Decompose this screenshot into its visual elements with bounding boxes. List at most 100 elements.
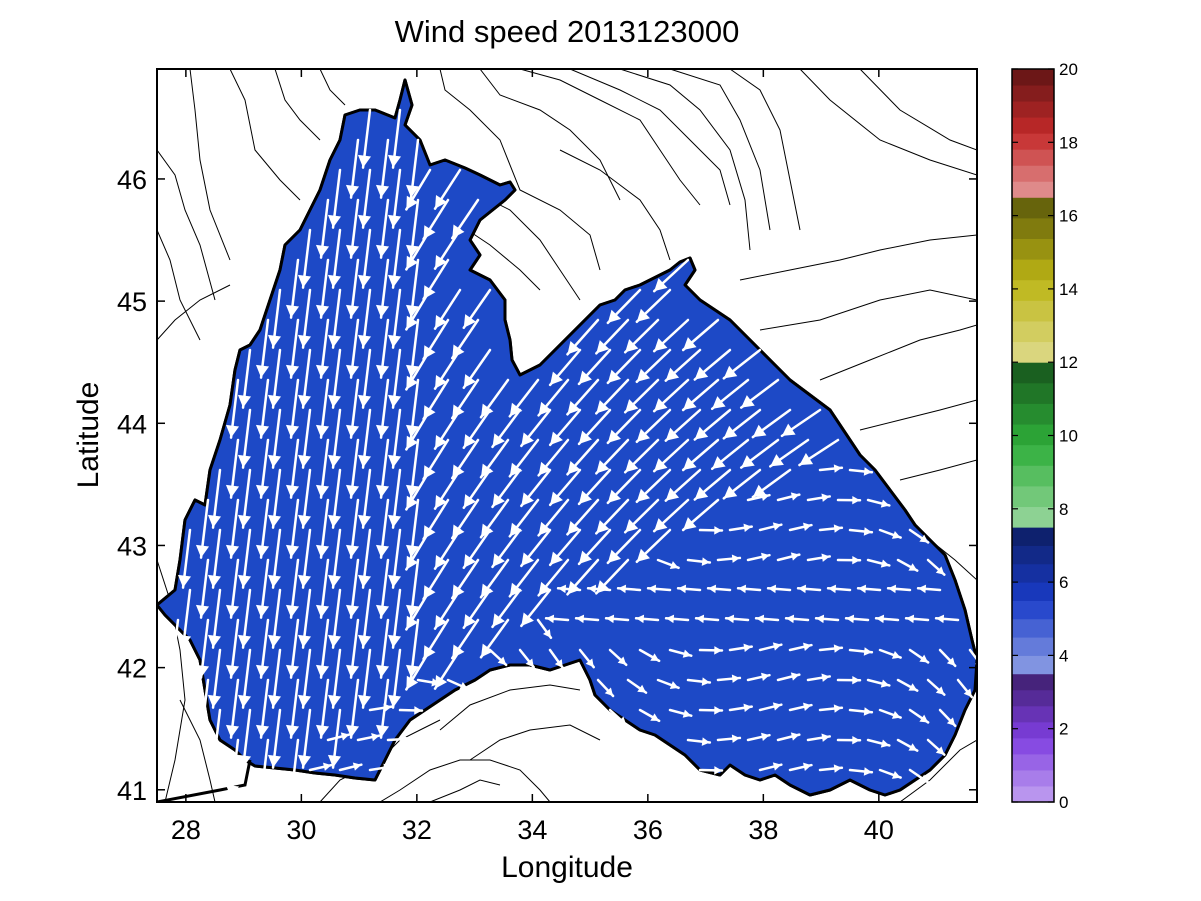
wind-arrow bbox=[710, 438, 750, 471]
wind-arrow bbox=[491, 468, 522, 509]
wind-arrow bbox=[716, 734, 742, 743]
y-axis-label: Latitude bbox=[72, 382, 105, 489]
wind-arrow bbox=[606, 528, 642, 565]
wind-arrow bbox=[938, 708, 957, 728]
colorbar-band bbox=[1012, 444, 1054, 466]
wind-arrow bbox=[746, 732, 771, 742]
wind-arrow bbox=[357, 228, 372, 289]
colorbar-band bbox=[1012, 737, 1054, 755]
wind-arrow bbox=[285, 438, 300, 499]
wind-arrow bbox=[508, 378, 540, 418]
wind-arrow bbox=[207, 528, 222, 589]
wind-arrow bbox=[746, 552, 771, 562]
wind-arrow bbox=[635, 348, 672, 384]
wind-arrow bbox=[938, 648, 957, 668]
wind-arrow bbox=[387, 108, 402, 169]
x-tick-label: 40 bbox=[864, 815, 894, 845]
wind-arrow bbox=[623, 318, 660, 354]
wind-arrow bbox=[652, 258, 690, 293]
wind-arrow bbox=[638, 708, 661, 723]
wind-arrow bbox=[207, 648, 222, 709]
wind-arrow bbox=[375, 558, 390, 619]
wind-arrow bbox=[664, 614, 690, 624]
wind-arrow bbox=[462, 288, 492, 330]
wind-arrow bbox=[788, 702, 813, 712]
wind-arrow bbox=[255, 498, 270, 559]
wind-arrow bbox=[716, 674, 742, 683]
wind-arrow bbox=[635, 408, 672, 444]
wind-arrow bbox=[818, 704, 844, 713]
wind-arrow bbox=[267, 348, 282, 409]
wind-arrow bbox=[357, 348, 372, 409]
colorbar-band bbox=[1012, 563, 1054, 583]
wind-arrow bbox=[207, 588, 222, 649]
wind-arrow bbox=[433, 468, 462, 510]
wind-arrow bbox=[375, 438, 390, 499]
wind-arrow bbox=[926, 678, 946, 696]
wind-arrow bbox=[722, 348, 762, 380]
wind-arrow bbox=[237, 528, 252, 589]
wind-arrow bbox=[327, 408, 342, 469]
colorbar-band bbox=[1012, 403, 1054, 425]
wind-arrow bbox=[237, 468, 252, 529]
wind-arrow bbox=[668, 648, 693, 658]
colorbar-tick-label: 12 bbox=[1059, 353, 1078, 372]
wind-arrow bbox=[623, 438, 660, 474]
wind-arrow bbox=[285, 318, 300, 379]
wind-arrow bbox=[844, 614, 870, 624]
wind-arrow bbox=[479, 498, 510, 539]
wind-arrow bbox=[595, 438, 630, 475]
contour-line bbox=[274, 69, 321, 141]
wind-arrow bbox=[327, 228, 342, 289]
x-tick-label: 30 bbox=[286, 815, 316, 845]
y-tick-label: 46 bbox=[117, 165, 147, 195]
wind-arrow bbox=[788, 522, 813, 532]
wind-arrow bbox=[606, 348, 642, 385]
wind-arrow bbox=[623, 378, 660, 414]
wind-arrow bbox=[285, 498, 300, 559]
wind-arrow bbox=[586, 584, 612, 594]
colorbar-tick-label: 2 bbox=[1059, 720, 1068, 739]
contour-line bbox=[229, 69, 301, 201]
colorbar-tick-label: 18 bbox=[1059, 133, 1078, 152]
wind-arrow bbox=[357, 108, 372, 169]
wind-arrow bbox=[405, 588, 432, 631]
wind-arrow bbox=[577, 408, 612, 446]
wind-arrow bbox=[195, 498, 210, 559]
wind-arrow bbox=[255, 318, 270, 379]
wind-arrow bbox=[746, 492, 771, 502]
contour-line bbox=[157, 149, 216, 301]
wind-arrow bbox=[345, 378, 360, 439]
wind-arrow bbox=[267, 528, 282, 589]
wind-arrow bbox=[566, 438, 600, 476]
wind-arrow bbox=[866, 678, 891, 688]
wind-arrow bbox=[818, 644, 844, 653]
wind-arrow bbox=[405, 528, 432, 571]
wind-arrow bbox=[566, 318, 600, 356]
wind-arrow bbox=[934, 614, 960, 624]
wind-arrow bbox=[207, 468, 222, 529]
wind-arrow bbox=[285, 258, 300, 319]
wind-arrow bbox=[375, 138, 390, 199]
wind-arrow bbox=[297, 588, 312, 649]
wind-arrow bbox=[357, 648, 372, 709]
wind-arrow bbox=[806, 673, 831, 682]
wind-arrow bbox=[776, 492, 801, 502]
wind-arrow bbox=[758, 642, 783, 652]
wind-arrow bbox=[956, 678, 974, 699]
wind-arrow bbox=[488, 648, 508, 667]
wind-arrow bbox=[387, 168, 402, 229]
colorbar-tick-label: 0 bbox=[1059, 793, 1068, 812]
wind-arrow bbox=[327, 168, 342, 229]
wind-arrow bbox=[225, 738, 240, 799]
wind-arrow bbox=[758, 702, 783, 712]
wind-arrow bbox=[387, 348, 402, 409]
wind-arrow bbox=[520, 408, 552, 448]
wind-arrow bbox=[368, 763, 393, 772]
wind-arrow bbox=[806, 493, 831, 502]
wind-arrow bbox=[681, 498, 720, 532]
wind-arrow bbox=[536, 618, 553, 640]
contour-line bbox=[379, 759, 551, 802]
wind-arrow bbox=[606, 288, 642, 325]
wind-arrow bbox=[405, 378, 420, 439]
